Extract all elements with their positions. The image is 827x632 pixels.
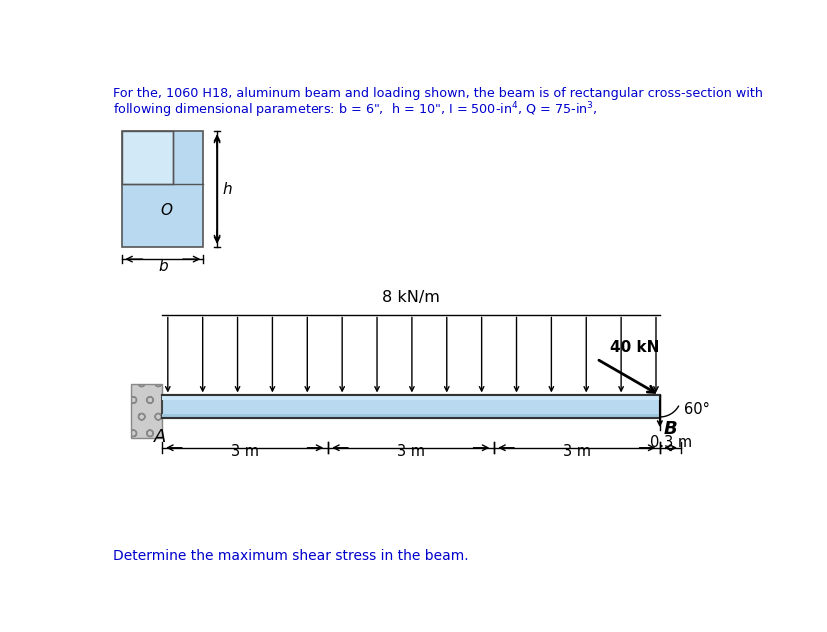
Polygon shape bbox=[131, 384, 161, 438]
Polygon shape bbox=[161, 414, 660, 418]
Polygon shape bbox=[161, 396, 660, 418]
Polygon shape bbox=[161, 396, 660, 400]
Text: 40 kN: 40 kN bbox=[610, 340, 660, 355]
Polygon shape bbox=[122, 131, 173, 185]
Text: 3 m: 3 m bbox=[563, 444, 590, 459]
Text: 3 m: 3 m bbox=[397, 444, 425, 459]
Text: b: b bbox=[158, 259, 168, 274]
Text: 8 kN/m: 8 kN/m bbox=[382, 290, 440, 305]
Text: following dimensional parameters: b = 6",  h = 10", I = 500-in$^4$, Q = 75-in$^3: following dimensional parameters: b = 6"… bbox=[113, 100, 598, 120]
Text: Determine the maximum shear stress in the beam.: Determine the maximum shear stress in th… bbox=[113, 549, 469, 562]
Text: A: A bbox=[154, 428, 166, 446]
Text: h: h bbox=[222, 181, 232, 197]
Text: B: B bbox=[664, 420, 677, 438]
Text: 0.3 m: 0.3 m bbox=[649, 435, 691, 451]
Text: 60°: 60° bbox=[685, 402, 710, 416]
Text: For the, 1060 H18, aluminum beam and loading shown, the beam is of rectangular c: For the, 1060 H18, aluminum beam and loa… bbox=[113, 87, 763, 100]
Text: 3 m: 3 m bbox=[231, 444, 259, 459]
Text: O: O bbox=[160, 203, 173, 218]
Polygon shape bbox=[122, 131, 203, 246]
